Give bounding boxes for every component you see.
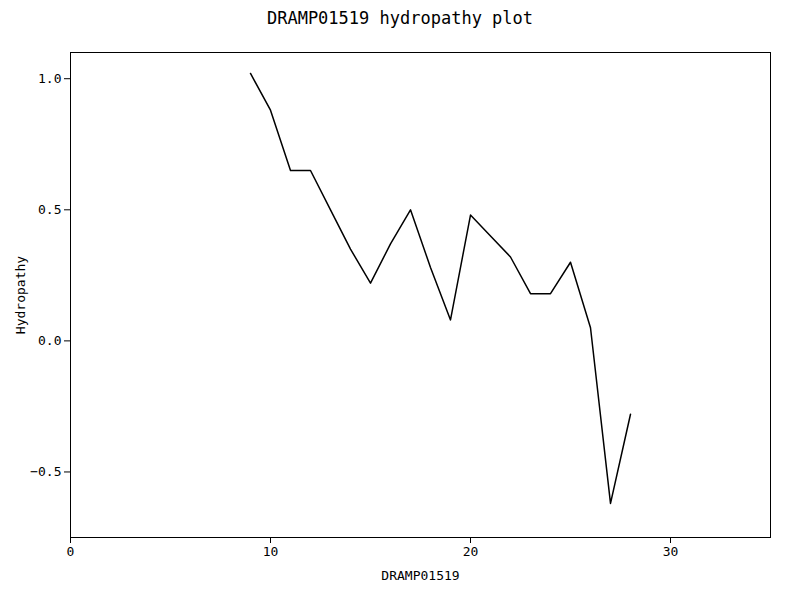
svg-text:20: 20 (463, 544, 479, 559)
svg-text:10: 10 (263, 544, 279, 559)
svg-text:Hydropathy: Hydropathy (13, 256, 28, 334)
svg-text:1.0: 1.0 (38, 71, 61, 86)
html-text:DRAMP01519 hydropathy plot: DRAMP01519 hydropathy plot (266, 8, 533, 28)
svg-text:0.5: 0.5 (38, 202, 61, 217)
svg-text:DRAMP01519: DRAMP01519 (381, 568, 459, 583)
svg-text:0.0: 0.0 (38, 333, 61, 348)
svg-text:0: 0 (67, 544, 75, 559)
svg-text:−0.5: −0.5 (30, 464, 61, 479)
svg-text:30: 30 (663, 544, 679, 559)
